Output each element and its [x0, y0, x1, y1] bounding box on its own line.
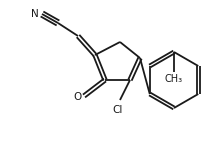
- Text: N: N: [31, 9, 39, 19]
- Text: Cl: Cl: [113, 105, 123, 115]
- Text: CH₃: CH₃: [165, 74, 183, 84]
- Text: O: O: [73, 92, 81, 102]
